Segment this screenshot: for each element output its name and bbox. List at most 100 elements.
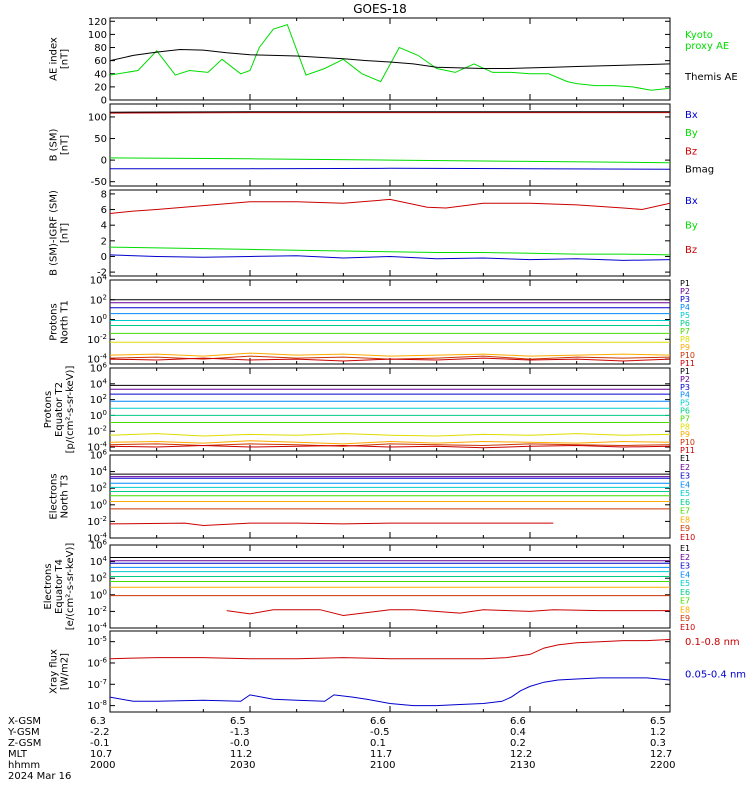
legend-entry: P2 [680, 287, 690, 296]
legend-entry: E10 [680, 533, 695, 542]
legend-entry: P1 [680, 279, 690, 288]
series-group [110, 473, 670, 527]
y-axis-title: [p/(cm²-s-sr-keV)] [65, 366, 76, 454]
y-tick-label: 10-2 [87, 333, 107, 346]
legend-entry: Themis AE [684, 72, 738, 83]
y-tick-label: 104 [90, 274, 108, 287]
legend-entry: E6 [680, 498, 690, 507]
y-tick-label: 10-2 [87, 515, 107, 528]
legend-entry: Bmag [685, 165, 714, 176]
y-axis-title: B (SM)-IGRF (SM) [49, 190, 60, 276]
x-row-label: MLT [8, 749, 28, 760]
panel-frame [109, 189, 671, 277]
legend-entry: P10 [680, 438, 695, 447]
y-tick-label: 4 [101, 221, 107, 232]
y-axis-title: Protons [49, 303, 60, 340]
x-row-label: Z-GSM [8, 738, 41, 749]
panel-bigrf: -2 0 2 4 6 8 B (SM)-IGRF (SM) [nT] Bx By Bz [49, 189, 698, 278]
legend-entry: E9 [680, 524, 690, 533]
series-group [110, 639, 670, 707]
x-row-label: hhmm [8, 760, 40, 771]
y-axis-title: AE index [49, 37, 60, 81]
y-axis-title: [nT] [60, 49, 71, 69]
x-tick-value: 2030 [230, 760, 255, 771]
legend-entry: P8 [680, 335, 690, 344]
series-group [110, 384, 670, 449]
series-group [110, 299, 670, 362]
x-tick-value: -2.2 [90, 727, 110, 738]
legend-entry: P11 [680, 446, 695, 455]
series-line-p9 [110, 352, 670, 357]
panel-frame [109, 103, 671, 187]
legend-entry: P3 [680, 383, 690, 392]
y-tick-label: 102 [90, 293, 107, 306]
legend-entry: 0.1-0.8 nm [685, 637, 740, 648]
panel-bsm: -50 0 50 100 B (SM) [nT] Bx By Bz Bmag [49, 103, 714, 188]
series-group [110, 23, 670, 91]
y-tick-label: 0 [101, 156, 107, 167]
y-tick-label: 120 [88, 17, 107, 28]
legend-entry: Bx [685, 196, 698, 207]
legend-entry: By [685, 221, 698, 232]
y-axis-title: [W/m2] [60, 653, 71, 690]
legend-entry: P6 [680, 407, 690, 416]
y-tick-label: 40 [94, 69, 107, 80]
x-tick-value: 2000 [90, 760, 115, 771]
legend-entry: P5 [680, 399, 690, 408]
x-tick-value: 12.7 [650, 749, 672, 760]
y-tick-label: 8 [101, 189, 107, 200]
y-tick-label: 100 [88, 112, 107, 123]
x-tick-value: 2100 [370, 760, 395, 771]
legend-entry: E5 [680, 579, 690, 588]
x-tick-value: 6.6 [510, 716, 526, 727]
legend-entry: P5 [680, 311, 690, 320]
x-tick-value: 0.3 [650, 738, 666, 749]
legend-entry: Bx [685, 110, 698, 121]
x-tick-value: 11.2 [230, 749, 252, 760]
y-axis-title: [nT] [60, 223, 71, 243]
y-tick-label: 0 [101, 96, 107, 107]
x-tick-value: 2200 [650, 760, 675, 771]
legend-entry: By [685, 128, 698, 139]
y-tick-label: 104 [90, 377, 108, 390]
series-line-0-1-0-8-nm [110, 639, 670, 660]
x-tick-value: 11.7 [370, 749, 392, 760]
panel-xray: 10-8 10-7 10-6 10-5 Xray flux [W/m2] 0.1-0.8 n… [49, 630, 746, 713]
x-tick-value: -1.3 [230, 727, 250, 738]
legend-entry: P9 [680, 430, 690, 439]
legend-entry: P4 [680, 391, 690, 400]
y-tick-label: 100 [88, 30, 107, 41]
x-tick-value: -0.1 [90, 738, 110, 749]
panel-frame [109, 279, 671, 365]
legend-entry: 0.05-0.4 nm [685, 669, 746, 680]
x-tick-value: 0.1 [370, 738, 386, 749]
x-tick-value: 0.2 [510, 738, 526, 749]
series-line-themis-ae [110, 48, 670, 69]
y-axis-title: [e/(cm²-s-sr-keV)] [65, 543, 76, 631]
y-tick-label: -2 [97, 268, 107, 279]
legend-entry: E5 [680, 489, 690, 498]
y-tick-label: 100 [90, 313, 107, 326]
y-axis-title: North T3 [60, 475, 71, 519]
y-tick-label: 10-5 [87, 635, 107, 648]
legend-entry: E2 [680, 463, 690, 472]
panel-frame [109, 367, 671, 452]
x-tick-value: 0.4 [510, 727, 526, 738]
legend-entry: P7 [680, 414, 690, 423]
y-tick-label: 80 [94, 43, 107, 54]
legend-entry: E4 [680, 570, 690, 579]
series-line-p11 [110, 444, 670, 449]
series-line-by [110, 246, 670, 256]
x-tick-value: 12.2 [510, 749, 532, 760]
legend-entry: E2 [680, 553, 690, 562]
x-row-label: 2024 Mar 16 [8, 771, 71, 782]
y-tick-label: 10-2 [87, 605, 107, 618]
legend-entry: P4 [680, 303, 690, 312]
series-line-bx [110, 167, 670, 170]
x-row-label: X-GSM [8, 716, 41, 727]
y-axis-title: North T1 [60, 300, 71, 344]
legend-entry: E6 [680, 588, 690, 597]
panel-frame [109, 454, 671, 539]
